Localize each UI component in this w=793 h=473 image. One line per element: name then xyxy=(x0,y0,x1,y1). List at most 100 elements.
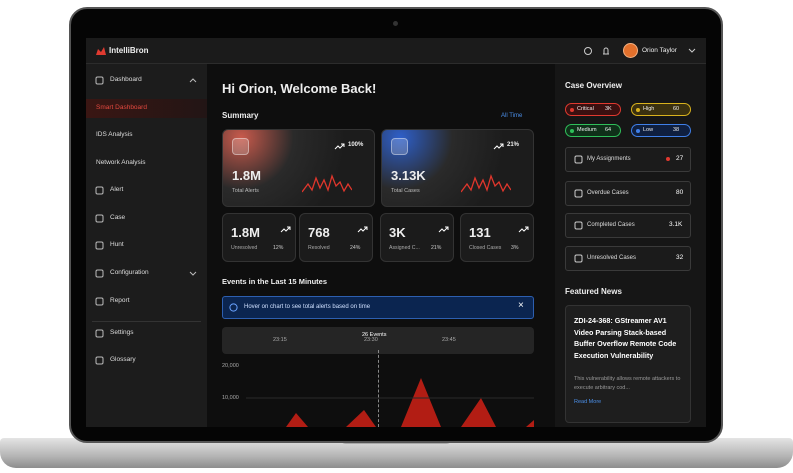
case-label: Overdue Cases xyxy=(587,190,629,196)
camera xyxy=(393,21,398,26)
case-row[interactable] xyxy=(565,181,691,206)
case-row[interactable] xyxy=(565,147,691,172)
news-summary: This vulnerability allows remote attacke… xyxy=(574,376,681,391)
section-title: Case Overview xyxy=(565,81,622,90)
priority-label: High xyxy=(643,106,655,112)
priority-value: 38 xyxy=(673,127,680,133)
priority-pill[interactable] xyxy=(565,103,621,116)
icon xyxy=(95,329,104,338)
timeline-tick: 23:30 xyxy=(364,337,378,343)
logo-icon xyxy=(96,47,106,55)
priority-value: 60 xyxy=(673,106,680,112)
y-tick-label: 20,000 xyxy=(222,363,239,369)
stat-label: Resolved xyxy=(308,245,330,251)
stat-value: 131 xyxy=(469,225,491,240)
card-icon xyxy=(232,138,249,155)
stat-value: 768 xyxy=(308,225,330,240)
news-title[interactable]: ZDI-24-368: GStreamer AV1 Video Parsing … xyxy=(574,316,677,360)
priority-value: 3K xyxy=(605,106,612,112)
icon xyxy=(493,143,504,150)
event-chart[interactable] xyxy=(246,368,534,427)
topbar-icons[interactable] xyxy=(583,46,619,56)
priority-label: Medium xyxy=(577,127,597,133)
summary-card[interactable] xyxy=(381,129,534,207)
stat-label: Assigned C... xyxy=(389,245,420,251)
topbar xyxy=(86,38,706,64)
info-icon xyxy=(229,303,238,312)
nav-item[interactable]: Case xyxy=(110,214,126,221)
nav-item[interactable]: Smart Dashboard xyxy=(96,104,147,111)
stat-card[interactable] xyxy=(380,213,454,262)
chevron[interactable] xyxy=(688,48,696,54)
nav-item[interactable]: Network Analysis xyxy=(96,159,146,166)
icon xyxy=(518,226,529,233)
avatar[interactable] xyxy=(623,43,638,58)
stat-card[interactable] xyxy=(222,213,296,262)
news-link[interactable]: Read More xyxy=(574,399,602,405)
range-select[interactable]: All Time xyxy=(501,113,523,119)
case-row[interactable] xyxy=(565,213,691,238)
stat-label: Unresolved xyxy=(231,245,258,251)
priority-dot xyxy=(636,108,640,112)
icon xyxy=(302,173,352,193)
icon xyxy=(95,269,104,278)
icon xyxy=(95,186,104,195)
icon xyxy=(189,78,197,83)
nav-item[interactable]: Configuration xyxy=(110,269,149,276)
case-row[interactable] xyxy=(565,246,691,271)
section-title: Summary xyxy=(222,111,259,120)
timeline-count: 26 Events xyxy=(362,332,387,338)
stat-card[interactable] xyxy=(460,213,534,262)
priority-dot xyxy=(570,108,574,112)
timeline[interactable] xyxy=(222,327,534,354)
priority-pill[interactable] xyxy=(565,124,621,137)
icon xyxy=(95,241,104,250)
case-value: 3.1K xyxy=(669,221,683,228)
icon xyxy=(574,155,583,164)
case-label: Completed Cases xyxy=(587,222,635,228)
nav-item[interactable]: Alert xyxy=(110,186,124,193)
card-label: Total Cases xyxy=(391,188,420,194)
stat-label: Closed Cases xyxy=(469,245,502,251)
stat-card[interactable] xyxy=(299,213,373,262)
summary-card[interactable] xyxy=(222,129,375,207)
close-button[interactable]: × xyxy=(518,300,524,311)
news-card[interactable] xyxy=(565,305,691,423)
brand: IntelliBron xyxy=(109,46,149,55)
section-title: Featured News xyxy=(565,287,622,296)
icon xyxy=(95,214,104,223)
nav-item[interactable]: Dashboard xyxy=(110,76,142,83)
status-dot xyxy=(666,157,670,161)
nav-item[interactable]: IDS Analysis xyxy=(96,131,133,138)
greeting: Hi Orion, Welcome Back! xyxy=(222,81,377,96)
icon xyxy=(438,226,449,233)
icon xyxy=(334,143,345,150)
case-label: Unresolved Cases xyxy=(587,255,637,261)
card-change: 21% xyxy=(507,142,520,148)
icon xyxy=(574,221,583,230)
nav-item[interactable]: Settings xyxy=(110,329,134,336)
priority-pill[interactable] xyxy=(631,124,691,137)
priority-dot xyxy=(570,129,574,133)
nav-item[interactable]: Glossary xyxy=(110,356,136,363)
stat-change: 24% xyxy=(350,245,361,251)
icon xyxy=(280,226,291,233)
stat-change: 21% xyxy=(431,245,442,251)
stat-change: 12% xyxy=(273,245,284,251)
priority-label: Critical xyxy=(577,106,594,112)
banner-text: Hover on chart to see total alerts based… xyxy=(244,304,371,310)
stat-value: 1.8M xyxy=(231,225,260,240)
user-name[interactable]: Orion Taylor xyxy=(642,47,677,54)
icon xyxy=(189,271,197,276)
nav-highlight xyxy=(86,99,207,118)
nav-item[interactable]: Report xyxy=(110,297,130,304)
priority-dot xyxy=(636,129,640,133)
card-value: 1.8M xyxy=(232,168,261,183)
icon xyxy=(574,254,583,263)
timeline-tick: 23:45 xyxy=(442,337,456,343)
nav-item[interactable]: Hunt xyxy=(110,241,124,248)
icon xyxy=(574,189,583,198)
priority-pill[interactable] xyxy=(631,103,691,116)
case-value: 80 xyxy=(676,189,684,196)
